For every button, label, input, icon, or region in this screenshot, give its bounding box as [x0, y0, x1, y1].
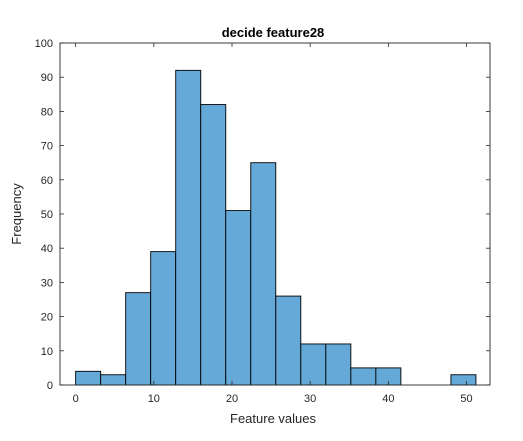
y-axis-label: Frequency	[9, 183, 24, 245]
y-tick-label: 20	[41, 312, 53, 324]
chart-title: decide feature28	[222, 25, 325, 40]
histogram-bar	[150, 251, 177, 386]
x-axis: 0 10 20 30 40 50	[73, 43, 473, 405]
histogram-bar	[250, 162, 277, 386]
x-tick-label: 20	[226, 393, 238, 405]
y-tick-label: 40	[41, 243, 53, 255]
x-tick-label: 30	[304, 393, 316, 405]
histogram-bar	[125, 292, 152, 386]
y-tick-label: 90	[41, 72, 53, 84]
y-tick-label: 50	[41, 209, 53, 221]
histogram-bar	[225, 210, 252, 386]
y-axis: 0 10 20 30 40 50 60 70 80 90 100	[35, 38, 490, 392]
y-tick-label: 10	[41, 346, 53, 358]
histogram-bar	[100, 374, 127, 386]
x-tick-label: 50	[460, 393, 472, 405]
histogram-bar	[350, 367, 377, 386]
y-tick-label: 60	[41, 175, 53, 187]
y-tick-label: 80	[41, 106, 53, 118]
x-tick-label: 40	[382, 393, 394, 405]
histogram-bar	[325, 343, 352, 386]
histogram-bar	[75, 370, 102, 386]
x-tick-label: 10	[148, 393, 160, 405]
histogram-bar	[300, 343, 327, 386]
y-tick-label: 30	[41, 277, 53, 289]
histogram-bar	[175, 69, 202, 386]
bars-group	[75, 69, 477, 386]
y-tick-label: 70	[41, 141, 53, 153]
x-axis-label: Feature values	[230, 411, 316, 426]
histogram-bar	[275, 295, 302, 386]
y-tick-label: 0	[47, 380, 53, 392]
y-tick-label: 100	[35, 38, 53, 50]
histogram-bar	[200, 104, 227, 386]
x-tick-label: 0	[73, 393, 79, 405]
histogram-bar	[450, 374, 477, 386]
